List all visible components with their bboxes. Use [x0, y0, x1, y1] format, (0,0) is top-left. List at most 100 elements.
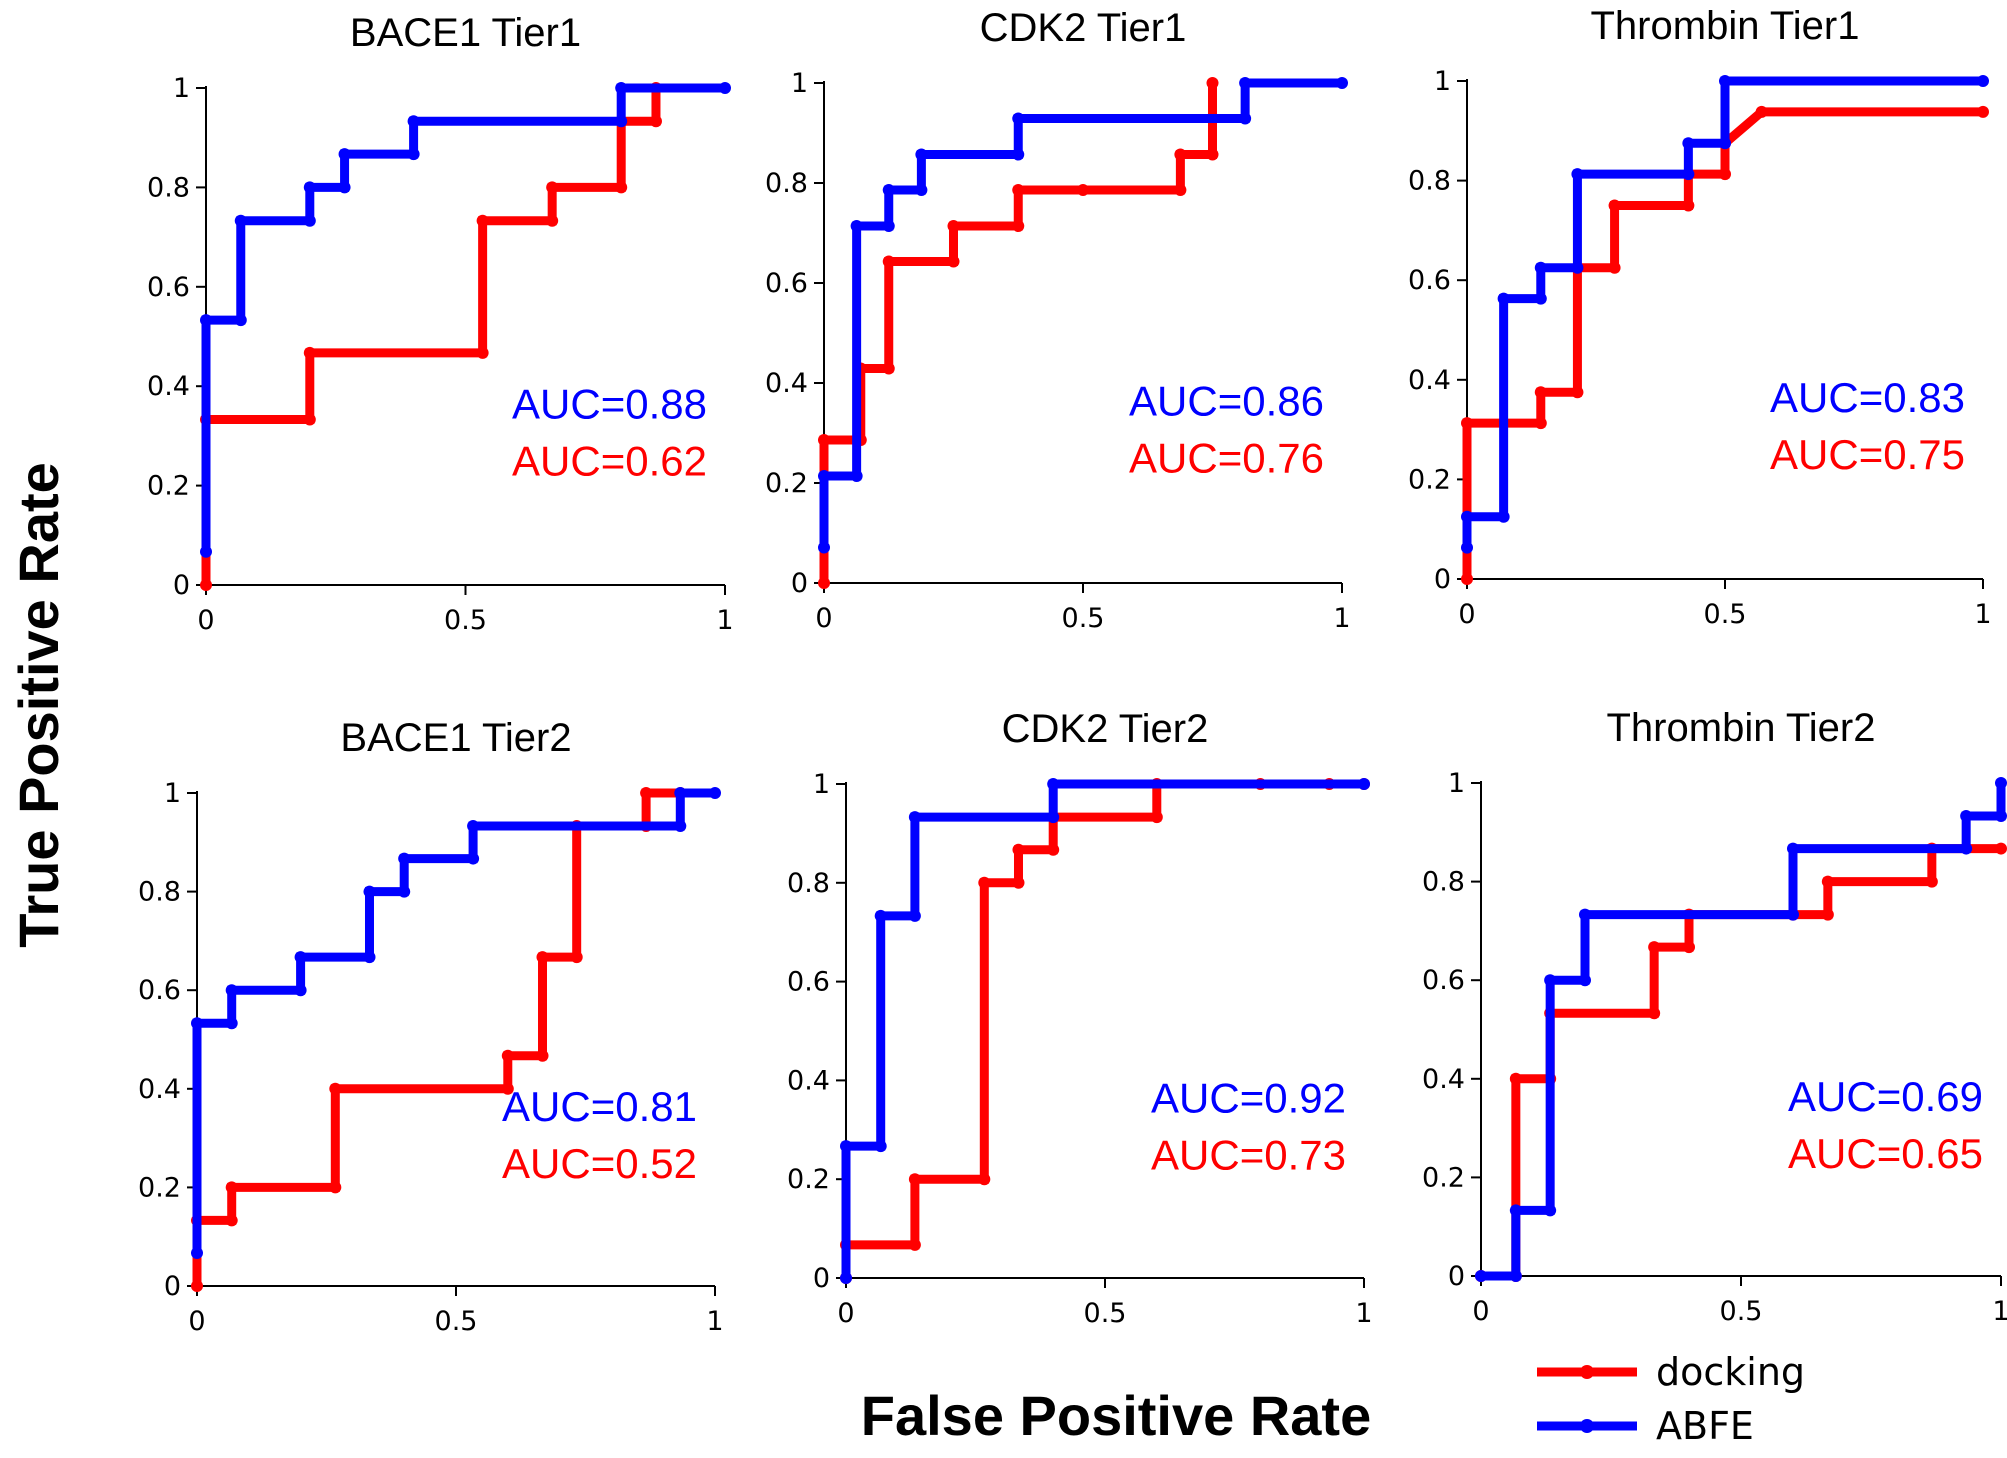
roc-point-docking: [1995, 842, 2007, 855]
roc-point-abfe: [1047, 778, 1060, 790]
roc-point-abfe: [1571, 261, 1584, 274]
roc-panel-5: CDK2 Tier2 0 0.2 0.4 0.6 0.8 1 0 0.5 1 AUC=0.92 AUC…: [787, 707, 1373, 1329]
roc-point-abfe: [303, 214, 316, 227]
roc-point-docking: [615, 181, 628, 194]
panel-title: Thrombin Tier1: [1591, 4, 1860, 48]
roc-point-docking: [908, 1238, 921, 1251]
panels: BACE1 Tier1 0 0.2 0.4 0.6 0.8 1 0 0.5 1 AUC=0.88 AU…: [138, 4, 2007, 1337]
roc-point-docking: [303, 413, 316, 426]
roc-point-abfe: [1719, 137, 1731, 150]
roc-point-abfe: [1336, 77, 1348, 89]
roc-point-docking: [1534, 386, 1547, 399]
x-tick-label: 1: [1974, 599, 1991, 630]
roc-point-docking: [1755, 105, 1768, 118]
auc-label-docking: AUC=0.73: [1151, 1132, 1346, 1179]
roc-point-abfe: [1461, 510, 1473, 523]
y-tick-label: 1: [164, 778, 181, 809]
roc-point-abfe: [363, 885, 376, 898]
panel-title: BACE1 Tier2: [340, 716, 571, 760]
roc-point-abfe: [1509, 1270, 1522, 1282]
legend-label-abfe: ABFE: [1656, 1404, 1754, 1448]
roc-point-abfe: [1012, 112, 1025, 125]
roc-panel-6: Thrombin Tier2 0 0.2 0.4 0.6 0.8 1 0 0.5 1 AUC=0.6…: [1422, 706, 2007, 1327]
x-tick-label: 0.5: [444, 605, 487, 636]
roc-point-abfe: [1534, 261, 1547, 274]
roc-point-docking: [1648, 1007, 1661, 1020]
y-tick-label: 0.6: [765, 268, 808, 299]
roc-point-abfe: [1787, 908, 1799, 921]
roc-point-docking: [978, 1173, 991, 1186]
x-tick-label: 0.5: [1720, 1296, 1763, 1327]
roc-point-abfe: [615, 115, 628, 128]
auc-label-abfe: AUC=0.83: [1770, 374, 1965, 421]
roc-point-docking: [501, 1049, 514, 1062]
panel-title: CDK2 Tier1: [980, 6, 1187, 50]
roc-point-abfe: [407, 148, 420, 161]
auc-label-docking: AUC=0.52: [502, 1140, 697, 1187]
roc-point-docking: [1012, 876, 1025, 889]
roc-point-docking: [1206, 77, 1219, 89]
y-tick-label: 0: [813, 1263, 830, 1294]
panel-title: BACE1 Tier1: [350, 11, 581, 55]
roc-point-docking: [1719, 168, 1731, 181]
roc-point-abfe: [1995, 777, 2007, 789]
roc-point-docking: [1150, 811, 1163, 824]
roc-line-docking: [192, 788, 681, 1286]
roc-point-abfe: [915, 184, 928, 196]
x-tick-label: 1: [1992, 1296, 2007, 1327]
legend-marker-docking: [1580, 1365, 1594, 1379]
roc-point-abfe: [338, 148, 351, 161]
roc-line-docking: [201, 88, 661, 585]
x-axis-title: False Positive Rate: [861, 1384, 1371, 1447]
roc-point-abfe: [908, 811, 921, 824]
roc-line-abfe: [841, 779, 1364, 1278]
x-tick-label: 1: [706, 1306, 723, 1337]
roc-point-docking: [1534, 417, 1547, 430]
roc-point-abfe: [225, 1017, 238, 1030]
roc-point-abfe: [467, 852, 480, 865]
roc-point-abfe: [398, 852, 411, 865]
roc-point-abfe: [840, 1140, 852, 1153]
roc-point-docking: [546, 181, 559, 194]
roc-point-abfe: [1047, 811, 1060, 824]
y-tick-label: 0.4: [765, 368, 808, 399]
roc-point-abfe: [1497, 510, 1510, 523]
y-tick-label: 0.2: [138, 1172, 181, 1203]
y-tick-label: 0.8: [147, 172, 190, 203]
x-tick-label: 0: [1472, 1296, 1489, 1327]
auc-label-docking: AUC=0.76: [1129, 435, 1324, 482]
roc-point-docking: [1682, 199, 1695, 212]
roc-point-docking: [1509, 1072, 1522, 1085]
legend-label-docking: docking: [1656, 1350, 1805, 1394]
roc-point-abfe: [850, 220, 863, 232]
y-tick-label: 1: [791, 68, 808, 99]
roc-point-abfe: [1475, 1270, 1487, 1282]
x-tick-label: 0.5: [1084, 1298, 1127, 1329]
roc-point-abfe: [1239, 112, 1252, 125]
auc-label-abfe: AUC=0.69: [1788, 1073, 1983, 1120]
roc-line-docking: [841, 779, 1364, 1278]
y-tick-label: 0.8: [1422, 867, 1465, 898]
roc-point-abfe: [1461, 541, 1473, 554]
y-tick-label: 0: [1434, 564, 1451, 595]
roc-point-docking: [649, 115, 662, 128]
y-tick-label: 0.4: [1408, 365, 1451, 396]
roc-point-abfe: [363, 951, 376, 964]
roc-point-docking: [546, 214, 559, 227]
roc-point-abfe: [1579, 974, 1591, 987]
roc-point-docking: [640, 787, 653, 799]
auc-label-abfe: AUC=0.86: [1129, 378, 1324, 425]
y-tick-label: 1: [173, 73, 190, 104]
x-tick-label: 1: [716, 605, 733, 636]
roc-point-abfe: [674, 787, 687, 799]
auc-label-abfe: AUC=0.88: [512, 381, 707, 428]
roc-point-abfe: [1544, 1204, 1557, 1217]
x-tick-label: 0: [815, 603, 832, 634]
roc-point-docking: [1012, 843, 1025, 856]
roc-point-docking: [818, 577, 830, 589]
roc-point-abfe: [818, 470, 830, 482]
roc-point-docking: [225, 1181, 238, 1194]
roc-point-docking: [1012, 184, 1025, 196]
roc-point-abfe: [908, 909, 921, 922]
